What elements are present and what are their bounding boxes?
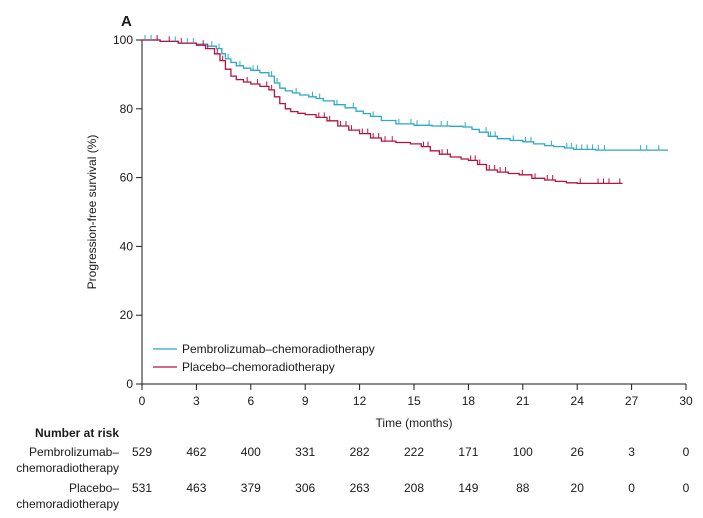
risk-row-label-2b: chemoradiotherapy <box>16 497 119 511</box>
risk-row-label-2a: Placebo– <box>69 481 119 495</box>
legend-label-placebo: Placebo–chemoradiotherapy <box>182 360 335 374</box>
y-tick-label: 20 <box>120 308 134 322</box>
risk-value: 20 <box>571 481 585 495</box>
series-layer <box>142 39 668 185</box>
x-ticks: 0 3 6 9 12 15 18 21 24 27 30 <box>139 384 693 408</box>
x-tick-label: 6 <box>247 394 254 408</box>
risk-table-title: Number at risk <box>35 426 119 440</box>
risk-value: 208 <box>404 481 424 495</box>
risk-value: 263 <box>350 481 370 495</box>
series-line-1 <box>142 39 623 185</box>
risk-value: 529 <box>132 445 152 459</box>
y-ticks: 0 20 40 60 80 100 <box>113 33 142 391</box>
x-tick-label: 30 <box>679 394 693 408</box>
risk-value: 463 <box>186 481 206 495</box>
risk-value: 282 <box>350 445 370 459</box>
y-tick-label: 80 <box>120 102 134 116</box>
risk-value: 462 <box>186 445 206 459</box>
risk-value: 331 <box>295 445 315 459</box>
x-tick-label: 0 <box>139 394 146 408</box>
y-tick-label: 60 <box>120 171 134 185</box>
legend: Pembrolizumab–chemoradiotherapy Placebo–… <box>153 342 375 374</box>
risk-row-label-1a: Pembrolizumab– <box>29 445 119 459</box>
y-tick-label: 100 <box>113 33 133 47</box>
x-axis-title: Time (months) <box>376 416 453 430</box>
risk-value: 0 <box>628 481 635 495</box>
risk-value: 222 <box>404 445 424 459</box>
x-tick-label: 9 <box>302 394 309 408</box>
y-tick-label: 40 <box>120 239 134 253</box>
risk-value: 171 <box>458 445 478 459</box>
x-tick-label: 15 <box>407 394 421 408</box>
legend-label-pembrolizumab: Pembrolizumab–chemoradiotherapy <box>182 342 375 356</box>
risk-row-label-1b: chemoradiotherapy <box>16 461 119 475</box>
risk-value: 100 <box>513 445 533 459</box>
x-tick-label: 24 <box>571 394 585 408</box>
risk-value: 0 <box>683 481 690 495</box>
x-tick-label: 27 <box>625 394 639 408</box>
censor-layer <box>144 35 660 184</box>
risk-value: 0 <box>683 445 690 459</box>
series-line-0 <box>142 39 668 151</box>
risk-value: 3 <box>628 445 635 459</box>
risk-value: 149 <box>458 481 478 495</box>
x-tick-label: 12 <box>353 394 367 408</box>
risk-value: 400 <box>241 445 261 459</box>
risk-value: 379 <box>241 481 261 495</box>
y-tick-label: 0 <box>126 377 133 391</box>
risk-value: 88 <box>516 481 530 495</box>
risk-value: 26 <box>571 445 585 459</box>
x-tick-label: 21 <box>516 394 530 408</box>
risk-value: 306 <box>295 481 315 495</box>
x-tick-label: 3 <box>193 394 200 408</box>
y-axis-title: Progression-free survival (%) <box>85 135 99 290</box>
panel-label: A <box>121 13 132 30</box>
x-tick-label: 18 <box>462 394 476 408</box>
risk-value: 531 <box>132 481 152 495</box>
